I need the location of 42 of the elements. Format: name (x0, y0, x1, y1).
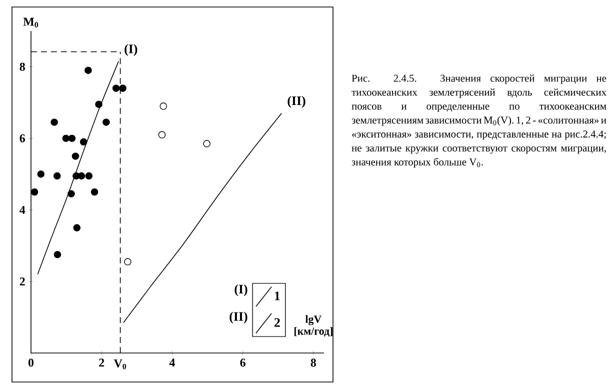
point (85, 172, 93, 180)
point (112, 84, 120, 92)
point (50, 118, 58, 126)
point (203, 140, 210, 148)
point (54, 250, 62, 258)
x-tick-label: 2 (99, 358, 104, 367)
x-tick-label: 6 (240, 358, 246, 367)
point (158, 131, 166, 138)
point (72, 152, 80, 160)
x-tick-label: 8 (310, 358, 316, 367)
point (95, 100, 102, 108)
annotation: (II) (230, 312, 248, 324)
point (78, 172, 86, 180)
point (84, 66, 92, 74)
y-tick-label: 6 (20, 134, 25, 142)
point (68, 134, 76, 142)
point (119, 84, 126, 92)
point (37, 170, 45, 178)
annotation: (I) (124, 44, 138, 56)
point (30, 188, 38, 196)
point (68, 190, 75, 198)
point (102, 118, 110, 126)
y-tick-label: 4 (20, 206, 26, 214)
annotation: (I) (234, 284, 248, 296)
point (90, 188, 98, 196)
point (73, 224, 81, 232)
annotation: (II) (288, 96, 306, 108)
text: Рис. 2.4.5. Значения скоростей миграции не тихоокеанских землетрясений вдоль сейсмических поясов и определенные по тихоокеанским землетрясениям зависимости M$_{0}$(V). 1, 2 - «солитонная» и «экситонная» зависимости, представленные на рис.2.4.4; не залитые кружки соответствуют скоростям миграции, значения которых больше V$_{0}$. (352, 74, 606, 168)
legend-label: 2 (274, 318, 280, 327)
point (124, 258, 132, 266)
x-axis-title: lgV [км/год] (294, 315, 332, 337)
point (62, 134, 70, 142)
y-axis-title: M$_{0}$ (23, 18, 38, 28)
ref-line-label: V$_{0}$ (114, 360, 126, 370)
y-tick-label: 8 (20, 62, 25, 71)
legend-label: 1 (274, 292, 280, 300)
x-tick-label: 0 (28, 358, 34, 367)
y-tick-label: 2 (20, 277, 25, 286)
point (160, 102, 168, 110)
point (53, 172, 61, 180)
x-tick-label: 4 (169, 358, 175, 367)
point (80, 138, 88, 146)
